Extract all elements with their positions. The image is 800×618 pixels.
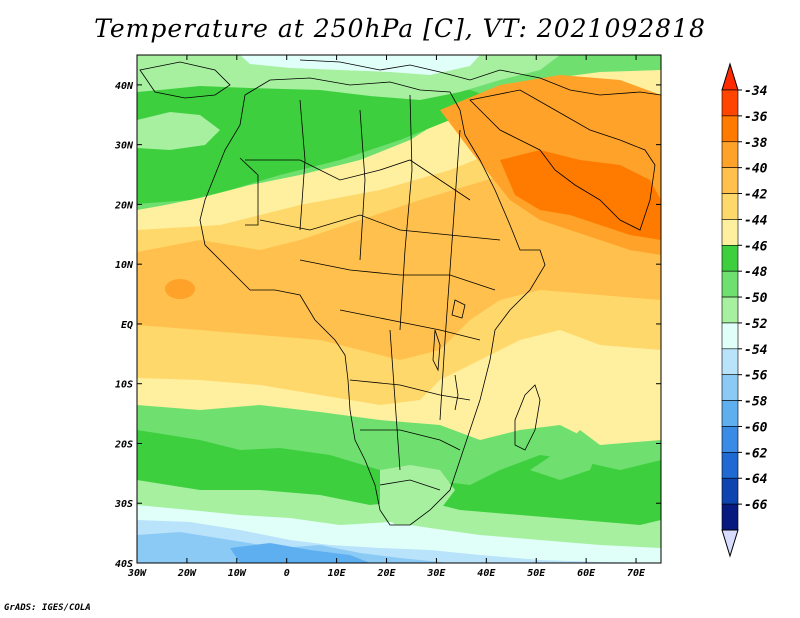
colorbar-swatch — [721, 296, 739, 324]
colorbar-label: -44 — [744, 213, 768, 228]
colorbar-swatch — [721, 115, 739, 143]
field-north-green-light-2 — [137, 112, 220, 150]
colorbar-swatch — [721, 193, 739, 220]
field-atlantic-warm-blob — [165, 279, 195, 299]
border-sahara-box — [239, 157, 259, 226]
arabia-coastline — [469, 89, 656, 231]
border-2 — [259, 214, 501, 241]
lat-tick-label: 40S — [115, 559, 133, 570]
temperature-field — [137, 55, 661, 563]
field-north-green-dark — [137, 70, 500, 204]
border-v2 — [359, 109, 366, 261]
lon-tick-label: 60E — [577, 568, 596, 579]
colorbar-swatch — [721, 322, 739, 350]
lat-tick-label: 30N — [114, 141, 134, 152]
colorbar-swatch — [721, 348, 739, 376]
colorbar-swatch — [721, 426, 739, 453]
grads-credit: GrADS: IGES/COLA — [4, 603, 91, 613]
lon-tick-label: 50E — [527, 568, 546, 579]
colorbar-label: -58 — [744, 395, 768, 410]
lat-tick-label: 20N — [114, 200, 134, 211]
lon-tick-label: 20E — [376, 568, 396, 579]
africa-coastline — [199, 77, 546, 526]
lon-tick-label: 70E — [627, 568, 646, 579]
colorbar-swatch — [721, 400, 739, 427]
border-v1 — [299, 99, 306, 231]
border-v3 — [399, 94, 413, 331]
field-madagascar-green — [530, 430, 600, 480]
longitude-axis: 30W 20W 10W 0 10E 20E 30E 40E 50E 60E 70E — [127, 55, 646, 579]
lat-tick-label: 10S — [115, 380, 133, 391]
field-south-africa-green — [380, 465, 455, 525]
colorbar-label: -52 — [744, 317, 768, 332]
colorbar-label: -48 — [744, 265, 768, 280]
lake-malawi — [454, 374, 459, 411]
lat-tick-label: 40N — [115, 81, 134, 92]
colorbar-swatch — [721, 503, 739, 531]
lon-tick-label: 30W — [127, 568, 147, 579]
colorbar-bottom-arrow — [721, 529, 739, 558]
lat-tick-label: 20S — [114, 439, 133, 450]
border-1 — [245, 159, 471, 201]
colorbar-swatch — [721, 244, 739, 272]
mediterranean-coast — [299, 59, 661, 96]
colorbar-swatch — [721, 141, 739, 168]
border-v5 — [389, 329, 401, 471]
lake-victoria — [451, 299, 466, 319]
colorbar-label: -60 — [744, 420, 768, 435]
colorbar-label: -38 — [744, 136, 768, 151]
colorbar-swatch — [721, 89, 739, 117]
border-7 — [379, 479, 441, 491]
latitude-axis: 40N 30N 20N 10N EQ 10S 20S 30S 40S — [114, 81, 661, 570]
colorbar-label: -54 — [744, 343, 768, 358]
lat-tick-label: 10N — [115, 260, 134, 271]
lat-tick-label: 30S — [114, 499, 133, 510]
colorbar-swatch — [721, 477, 739, 505]
colorbar-label: -42 — [744, 188, 768, 203]
field-arabia-hottest — [500, 150, 661, 240]
colorbar-label: -56 — [744, 369, 768, 384]
field-south-blue-mid — [230, 543, 370, 563]
lon-tick-label: 10E — [328, 568, 347, 579]
lon-tick-label: 0 — [284, 568, 290, 579]
colorbar-swatch — [721, 374, 739, 401]
lon-tick-label: 30E — [426, 568, 446, 579]
colorbar-swatch — [721, 219, 739, 246]
colorbar-label: -34 — [744, 84, 768, 99]
colorbar-swatch — [721, 167, 739, 194]
lat-tick-label: EQ — [121, 320, 133, 331]
colorbar-swatch — [721, 452, 739, 479]
colorbar-swatch — [721, 270, 739, 298]
lon-tick-label: 20W — [177, 568, 197, 579]
border-4 — [339, 309, 481, 341]
colorbar-label: -62 — [744, 446, 768, 461]
lake-tanganyika — [432, 329, 441, 372]
chart-title: Temperature at 250hPa [C], VT: 202109281… — [94, 14, 706, 43]
lon-tick-label: 40E — [477, 568, 496, 579]
madagascar-coastline — [514, 384, 541, 451]
border-5 — [349, 379, 471, 401]
border-v4 — [439, 129, 461, 421]
colorbar-label: -66 — [744, 498, 768, 513]
colorbar-label: -46 — [744, 239, 768, 254]
colorbar-label: -40 — [744, 162, 768, 177]
border-3 — [299, 259, 496, 291]
colorbar-label: -64 — [744, 472, 768, 487]
colorbar: -34 -36 -38 -40 -42 -44 -46 -48 -50 -52 -54 -56 -58 -… — [721, 62, 768, 558]
field-tropics-warmer — [137, 170, 661, 360]
iberia-coastline — [139, 61, 231, 99]
colorbar-label: -50 — [744, 291, 768, 306]
coastlines — [139, 59, 661, 526]
colorbar-top-arrow — [721, 62, 739, 91]
map-frame — [136, 54, 662, 564]
lon-tick-label: 10W — [228, 568, 247, 579]
border-6 — [360, 429, 461, 451]
colorbar-label: -36 — [744, 110, 768, 125]
